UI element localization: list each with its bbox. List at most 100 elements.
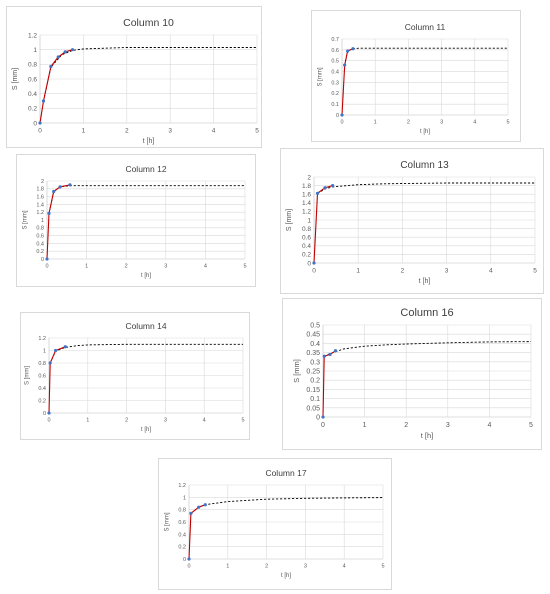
measured-point (56, 55, 60, 59)
y-tick-label: 0.2 (36, 249, 44, 255)
y-tick-label: 0.2 (178, 545, 186, 551)
y-tick-label: 0.3 (331, 80, 339, 86)
measured-line (46, 184, 71, 260)
x-tick-label: 2 (404, 422, 408, 429)
y-tick-label: 0.2 (302, 252, 311, 259)
y-tick-label: 1.4 (36, 202, 44, 208)
y-tick-label: 0 (41, 257, 44, 263)
x-tick-label: 5 (381, 564, 384, 570)
y-tick-label: 0 (43, 411, 46, 417)
chart-title: Column 11 (405, 22, 446, 32)
x-axis-label: t [h] (141, 427, 151, 433)
x-tick-label: 4 (203, 418, 206, 424)
chart-panel-column-13: Column 13 0 0.2 0.4 0.6 0.8 1 1.2 1.4 1.6 1.8 2 0 1 2 3… (280, 148, 544, 294)
y-tick-label: 0.1 (310, 396, 320, 403)
y-tick-label: 1.2 (178, 483, 186, 489)
measured-point (328, 352, 332, 357)
y-tick-label: 0.6 (331, 48, 339, 54)
measured-point (203, 503, 207, 507)
chart-title: Column 13 (400, 160, 449, 171)
x-tick-label: 2 (125, 264, 128, 270)
x-tick-label: 4 (212, 128, 216, 135)
x-tick-label: 4 (204, 264, 207, 270)
y-axis-label: S [mm] (292, 359, 301, 383)
x-tick-label: 0 (47, 418, 50, 424)
y-tick-label: 0 (307, 260, 311, 267)
y-axis-label: S [mm] (25, 366, 31, 385)
measured-point (343, 63, 347, 67)
measured-point (312, 261, 316, 265)
y-tick-label: 1.8 (302, 183, 311, 190)
y-tick-label: 0.25 (306, 368, 320, 375)
x-tick-label: 4 (489, 268, 493, 275)
fit-curve-line (49, 343, 243, 364)
y-tick-label: 2 (307, 174, 311, 181)
y-tick-label: 1 (43, 348, 46, 354)
y-tick-label: 0 (316, 414, 320, 421)
y-tick-label: 1.2 (28, 32, 37, 39)
y-tick-label: 0.4 (36, 241, 44, 247)
y-tick-label: 0.4 (310, 341, 320, 348)
measured-point (340, 113, 344, 117)
measured-point (321, 415, 325, 419)
y-tick-label: 0.6 (178, 520, 186, 526)
x-axis-label: t [h] (143, 138, 155, 145)
measured-point (63, 345, 67, 349)
x-tick-label: 3 (445, 268, 449, 275)
y-axis-label: S [mm] (286, 209, 293, 231)
y-tick-label: 0.4 (38, 386, 46, 392)
measured-point (322, 354, 326, 358)
x-tick-label: 0 (321, 422, 325, 429)
measured-point (70, 48, 75, 52)
fit-curve-line (190, 497, 384, 514)
y-tick-label: 0.2 (28, 106, 37, 113)
y-tick-label: 1.2 (38, 336, 46, 342)
x-tick-label: 0 (312, 268, 316, 275)
measured-point (49, 64, 53, 69)
y-tick-label: 0.45 (306, 332, 320, 339)
x-tick-label: 2 (401, 268, 405, 275)
x-tick-label: 1 (82, 128, 86, 135)
y-tick-label: 1 (307, 217, 311, 224)
chart-svg: Column 14 0 0.2 0.4 0.6 0.8 1 1.2 0 1 2 3 4 5 t [h] S [… (25, 321, 245, 433)
y-tick-label: 0.8 (302, 226, 311, 233)
y-tick-label: 0 (183, 557, 186, 563)
y-tick-label: 1.2 (36, 210, 44, 216)
fit-curve-line (48, 185, 245, 214)
chart-title: Column 16 (400, 307, 453, 319)
y-tick-label: 0.6 (36, 234, 44, 240)
fit-curve-line (324, 341, 532, 357)
chart-panel-column-11: Column 11 0 0.1 0.2 0.3 0.4 0.5 0.6 0.7 0 1 2 3 4 5 t [… (311, 10, 521, 142)
y-tick-label: 0.8 (36, 226, 44, 232)
y-tick-label: 0 (336, 113, 339, 119)
x-tick-label: 5 (243, 264, 246, 270)
y-tick-label: 0.4 (331, 69, 339, 75)
y-tick-label: 0.8 (178, 508, 186, 514)
chart-svg: Column 10 0 0.2 0.4 0.6 0.8 1 1.2 0 1 2 3 4 5 t [h] S [… (12, 17, 259, 145)
x-tick-label: 5 (533, 268, 537, 275)
x-axis-label: t [h] (419, 278, 431, 285)
x-tick-label: 3 (440, 120, 443, 126)
measured-point (58, 185, 62, 189)
x-tick-label: 0 (45, 264, 48, 270)
chart-panel-column-14: Column 14 0 0.2 0.4 0.6 0.8 1 1.2 0 1 2 3 4 5 t [h] S [… (20, 312, 250, 440)
measured-point (47, 211, 51, 215)
measured-point (187, 557, 191, 561)
measured-point (333, 349, 338, 353)
y-tick-label: 1 (33, 47, 37, 54)
x-tick-label: 2 (125, 128, 129, 135)
y-tick-label: 0.7 (331, 37, 339, 43)
y-tick-label: 1.6 (302, 191, 311, 198)
measured-point (48, 361, 52, 365)
x-tick-label: 5 (241, 418, 244, 424)
x-axis-label: t [h] (420, 129, 430, 135)
x-tick-label: 2 (265, 564, 268, 570)
x-tick-label: 5 (506, 120, 509, 126)
x-tick-label: 1 (226, 564, 229, 570)
x-tick-label: 1 (85, 264, 88, 270)
y-tick-label: 0.2 (331, 91, 339, 97)
x-tick-label: 3 (164, 264, 167, 270)
y-tick-label: 0.4 (28, 91, 37, 98)
chart-title: Column 17 (265, 468, 306, 478)
